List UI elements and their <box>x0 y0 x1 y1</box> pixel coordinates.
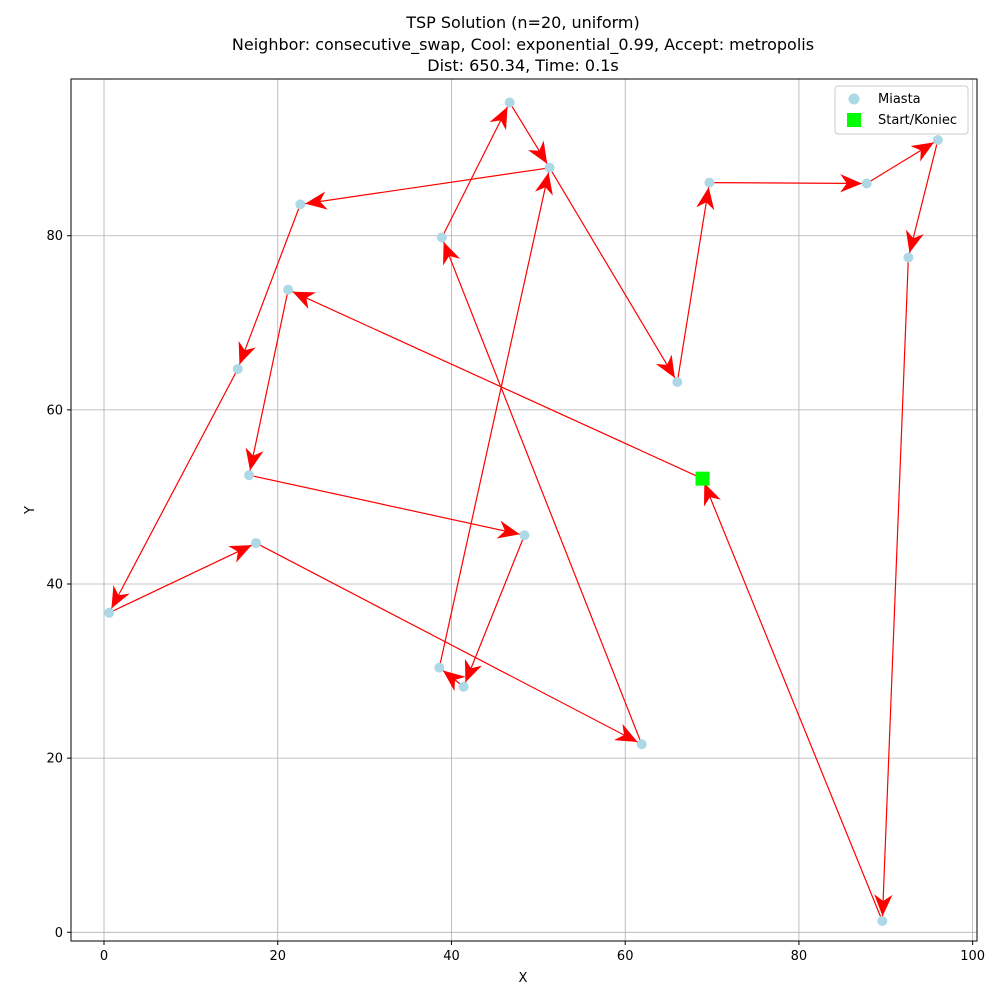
start-end-marker <box>695 471 710 486</box>
y-tick-label: 0 <box>55 926 63 941</box>
route-segment <box>676 182 711 383</box>
y-tick-label: 80 <box>46 229 63 244</box>
x-tick-label: 40 <box>443 949 460 964</box>
route-segment <box>549 167 678 383</box>
route-segment <box>701 478 883 922</box>
city-point <box>104 607 115 618</box>
city-point <box>504 97 515 108</box>
route-arrowhead <box>703 483 721 507</box>
city-point <box>932 134 943 145</box>
city-point <box>251 538 262 549</box>
city-points <box>104 97 943 926</box>
route-segment <box>441 237 643 745</box>
title-line-2: Neighbor: consecutive_swap, Cool: expone… <box>232 35 814 55</box>
legend-box <box>834 85 969 135</box>
route-arrowhead <box>292 291 316 310</box>
city-point <box>436 232 447 243</box>
city-point <box>295 199 306 210</box>
route-arrowhead <box>442 670 466 692</box>
route-arrowhead <box>840 174 862 193</box>
city-point <box>283 284 294 295</box>
route-arrowhead <box>910 142 934 162</box>
start-point <box>695 471 710 486</box>
route-segment <box>881 257 909 921</box>
route-arrowhead <box>111 585 130 609</box>
route-arrowhead <box>464 658 482 683</box>
route-arrowhead <box>905 229 924 253</box>
x-tick-label: 80 <box>791 949 808 964</box>
y-tick-label: 40 <box>46 578 63 593</box>
route-arrowhead <box>443 241 461 266</box>
y-tick-label: 60 <box>46 403 63 418</box>
grid <box>71 79 977 941</box>
legend-start-label: Start/Koniec <box>878 113 957 128</box>
legend-city-marker <box>848 93 860 105</box>
x-axis-label: X <box>519 971 528 986</box>
legend-city-label: Miasta <box>878 92 921 107</box>
title-line-1: TSP Solution (n=20, uniform) <box>405 13 640 32</box>
route-arrowhead <box>228 545 252 563</box>
city-point <box>861 178 872 189</box>
city-point <box>434 662 445 673</box>
chart-title: TSP Solution (n=20, uniform) Neighbor: c… <box>232 13 814 75</box>
legend-start-marker <box>847 113 861 127</box>
route-arrows <box>108 102 939 922</box>
city-point <box>519 530 530 541</box>
city-point <box>903 252 914 263</box>
route-arrowhead <box>528 140 548 164</box>
route-arrowhead <box>245 447 264 471</box>
route-arrowhead <box>305 191 328 210</box>
route-arrowhead <box>655 354 675 379</box>
route-arrowhead <box>613 723 638 742</box>
route-arrowhead <box>238 340 256 365</box>
route-arrowhead <box>874 894 893 917</box>
route-segment <box>441 102 511 238</box>
route-segment <box>438 167 551 668</box>
route-segment <box>709 182 867 185</box>
x-tick-label: 100 <box>960 949 985 964</box>
city-point <box>672 377 683 388</box>
x-axis-ticks: 0 20 40 60 80 100 <box>100 941 985 964</box>
route-segment <box>248 474 525 536</box>
route-arrowhead <box>696 187 715 211</box>
route-arrowhead <box>534 172 553 196</box>
route-segment <box>300 167 550 205</box>
route-arrowhead <box>489 106 508 131</box>
title-line-3: Dist: 650.34, Time: 0.1s <box>427 56 618 75</box>
city-point <box>704 177 715 188</box>
y-axis-ticks: 0 20 40 60 80 <box>46 229 71 941</box>
city-point <box>232 363 243 374</box>
route-segment <box>108 368 239 614</box>
route-arrowhead <box>496 520 520 539</box>
route-segment <box>463 535 525 687</box>
city-point <box>877 915 888 926</box>
route-segment <box>255 542 642 745</box>
legend: Miasta Start/Koniec <box>834 85 969 135</box>
city-point <box>458 681 469 692</box>
city-point <box>244 470 255 481</box>
route-segment <box>907 139 939 258</box>
route-segment <box>237 204 301 370</box>
plot-frame <box>70 78 978 942</box>
city-point <box>544 162 555 173</box>
city-point <box>636 739 647 750</box>
x-tick-label: 60 <box>617 949 634 964</box>
x-tick-label: 0 <box>100 949 108 964</box>
y-tick-label: 20 <box>46 752 63 767</box>
route-segment <box>287 289 703 480</box>
y-axis-label: Y <box>23 506 38 515</box>
route-segment <box>248 289 289 476</box>
route-segment <box>108 542 257 614</box>
x-tick-label: 20 <box>269 949 286 964</box>
